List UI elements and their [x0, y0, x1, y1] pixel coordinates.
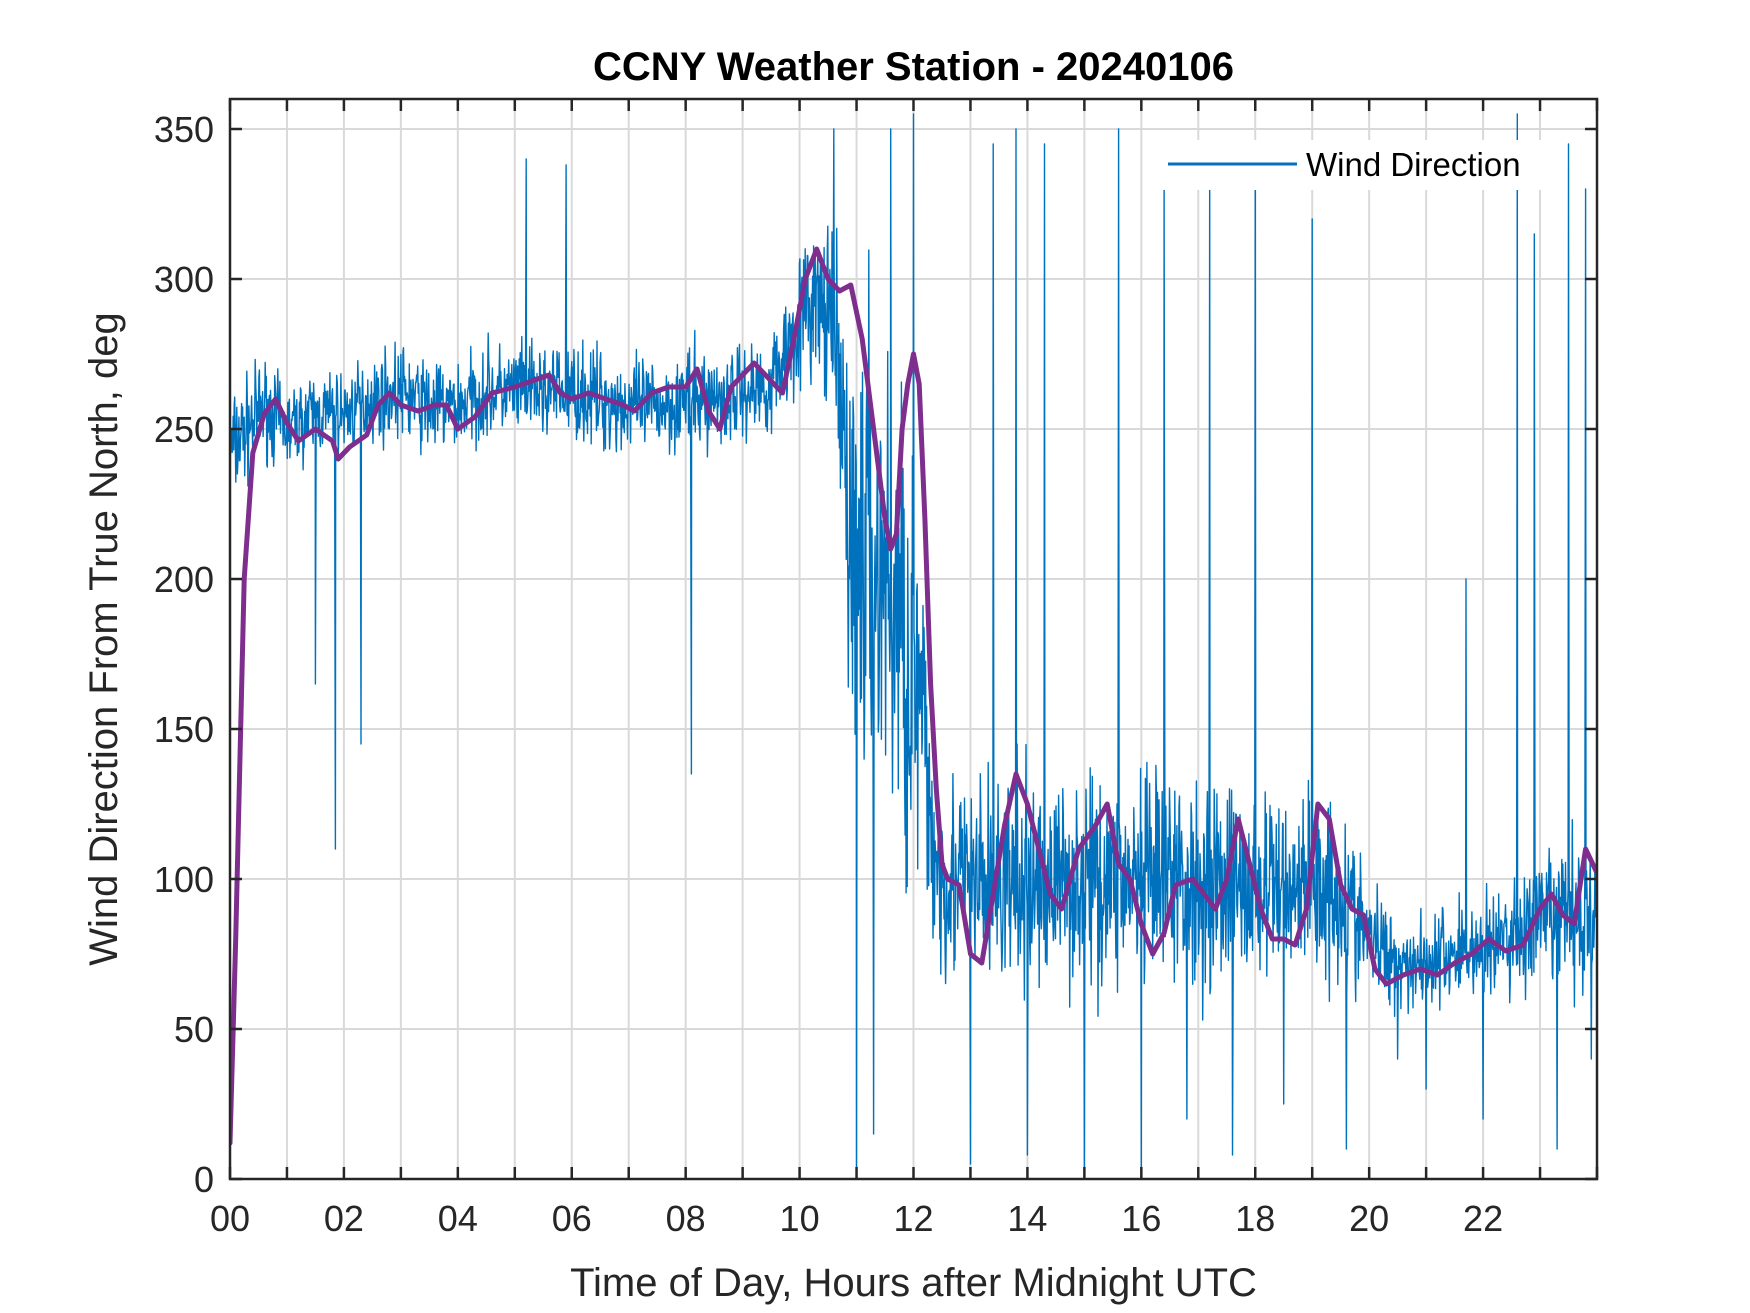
y-tick-label: 100 [154, 859, 214, 900]
y-tick-label: 350 [154, 109, 214, 150]
legend: Wind Direction [1160, 140, 1560, 190]
x-tick-label: 16 [1121, 1198, 1161, 1239]
x-tick-label: 08 [666, 1198, 706, 1239]
x-tick-label: 10 [780, 1198, 820, 1239]
chart-title: CCNY Weather Station - 20240106 [593, 45, 1234, 89]
ticks [228, 99, 1599, 1181]
x-tick-label: 22 [1463, 1198, 1503, 1239]
y-axis-title: Wind Direction From True North, deg [82, 312, 126, 966]
tick-labels: 00 02 04 06 08 10 12 14 16 18 20 22 0 50 100 150 200 250 3… [154, 109, 1503, 1239]
x-tick-label: 06 [552, 1198, 592, 1239]
y-tick-label: 0 [194, 1159, 214, 1200]
x-tick-label: 14 [1007, 1198, 1047, 1239]
y-tick-label: 300 [154, 259, 214, 300]
x-tick-label: 20 [1349, 1198, 1389, 1239]
x-tick-label: 04 [438, 1198, 478, 1239]
x-tick-label: 00 [210, 1198, 250, 1239]
y-tick-label: 50 [174, 1009, 214, 1050]
series-line-running-mean [230, 246, 1597, 1146]
x-tick-label: 12 [893, 1198, 933, 1239]
x-axis-title: Time of Day, Hours after Midnight UTC [570, 1261, 1257, 1305]
x-tick-label: 02 [324, 1198, 364, 1239]
y-tick-label: 250 [154, 409, 214, 450]
y-tick-label: 150 [154, 709, 214, 750]
data-layer [230, 113, 1597, 1174]
legend-label-wind-direction: Wind Direction [1306, 146, 1521, 183]
y-tick-label: 200 [154, 559, 214, 600]
x-tick-label: 18 [1235, 1198, 1275, 1239]
